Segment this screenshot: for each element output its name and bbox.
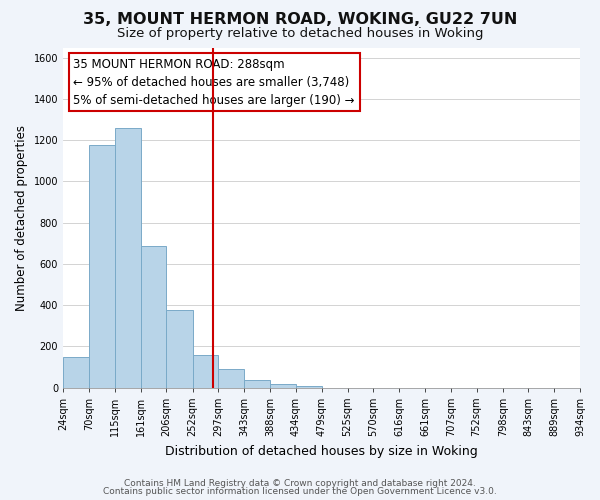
Text: 35 MOUNT HERMON ROAD: 288sqm
← 95% of detached houses are smaller (3,748)
5% of : 35 MOUNT HERMON ROAD: 288sqm ← 95% of de…	[73, 58, 355, 106]
Y-axis label: Number of detached properties: Number of detached properties	[15, 124, 28, 310]
Bar	[63, 356, 89, 388]
Bar	[193, 354, 218, 388]
Text: Contains HM Land Registry data © Crown copyright and database right 2024.: Contains HM Land Registry data © Crown c…	[124, 478, 476, 488]
Bar	[270, 384, 296, 388]
Bar	[296, 386, 322, 388]
Text: Size of property relative to detached houses in Woking: Size of property relative to detached ho…	[117, 28, 483, 40]
Text: Contains public sector information licensed under the Open Government Licence v3: Contains public sector information licen…	[103, 487, 497, 496]
Bar	[89, 146, 115, 388]
Bar	[115, 128, 141, 388]
Bar	[244, 380, 270, 388]
Bar	[218, 369, 244, 388]
X-axis label: Distribution of detached houses by size in Woking: Distribution of detached houses by size …	[165, 444, 478, 458]
Bar	[141, 246, 166, 388]
Bar	[166, 310, 193, 388]
Text: 35, MOUNT HERMON ROAD, WOKING, GU22 7UN: 35, MOUNT HERMON ROAD, WOKING, GU22 7UN	[83, 12, 517, 28]
